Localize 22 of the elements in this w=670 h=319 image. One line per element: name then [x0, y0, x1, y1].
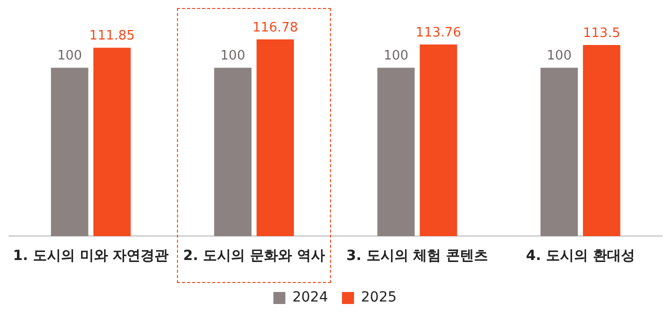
bar: [420, 44, 458, 236]
data-label: 100: [57, 48, 82, 64]
bar: [214, 68, 252, 236]
bar: [50, 68, 88, 236]
bar: [540, 68, 578, 236]
x-tick-label: 1. 도시의 미와 자연경관: [12, 248, 169, 264]
bar: [93, 48, 131, 236]
bar: [377, 68, 415, 236]
data-label: 113.76: [416, 25, 462, 40]
data-label: 116.78: [252, 20, 298, 36]
x-tick-label: 2. 도시의 문화와 역사: [183, 248, 325, 264]
x-tick-label: 4. 도시의 환대성: [526, 248, 635, 264]
legend-label: 2025: [361, 290, 397, 306]
data-label: 100: [384, 48, 408, 64]
legend-label: 2024: [292, 290, 328, 306]
bar: [256, 39, 294, 236]
x-tick-label: 3. 도시의 체험 콘텐츠: [346, 248, 488, 264]
data-label: 100: [546, 48, 572, 64]
data-label: 111.85: [89, 28, 135, 44]
bar: [582, 44, 620, 236]
data-label: 113.5: [583, 26, 620, 41]
data-label: 100: [220, 48, 246, 64]
